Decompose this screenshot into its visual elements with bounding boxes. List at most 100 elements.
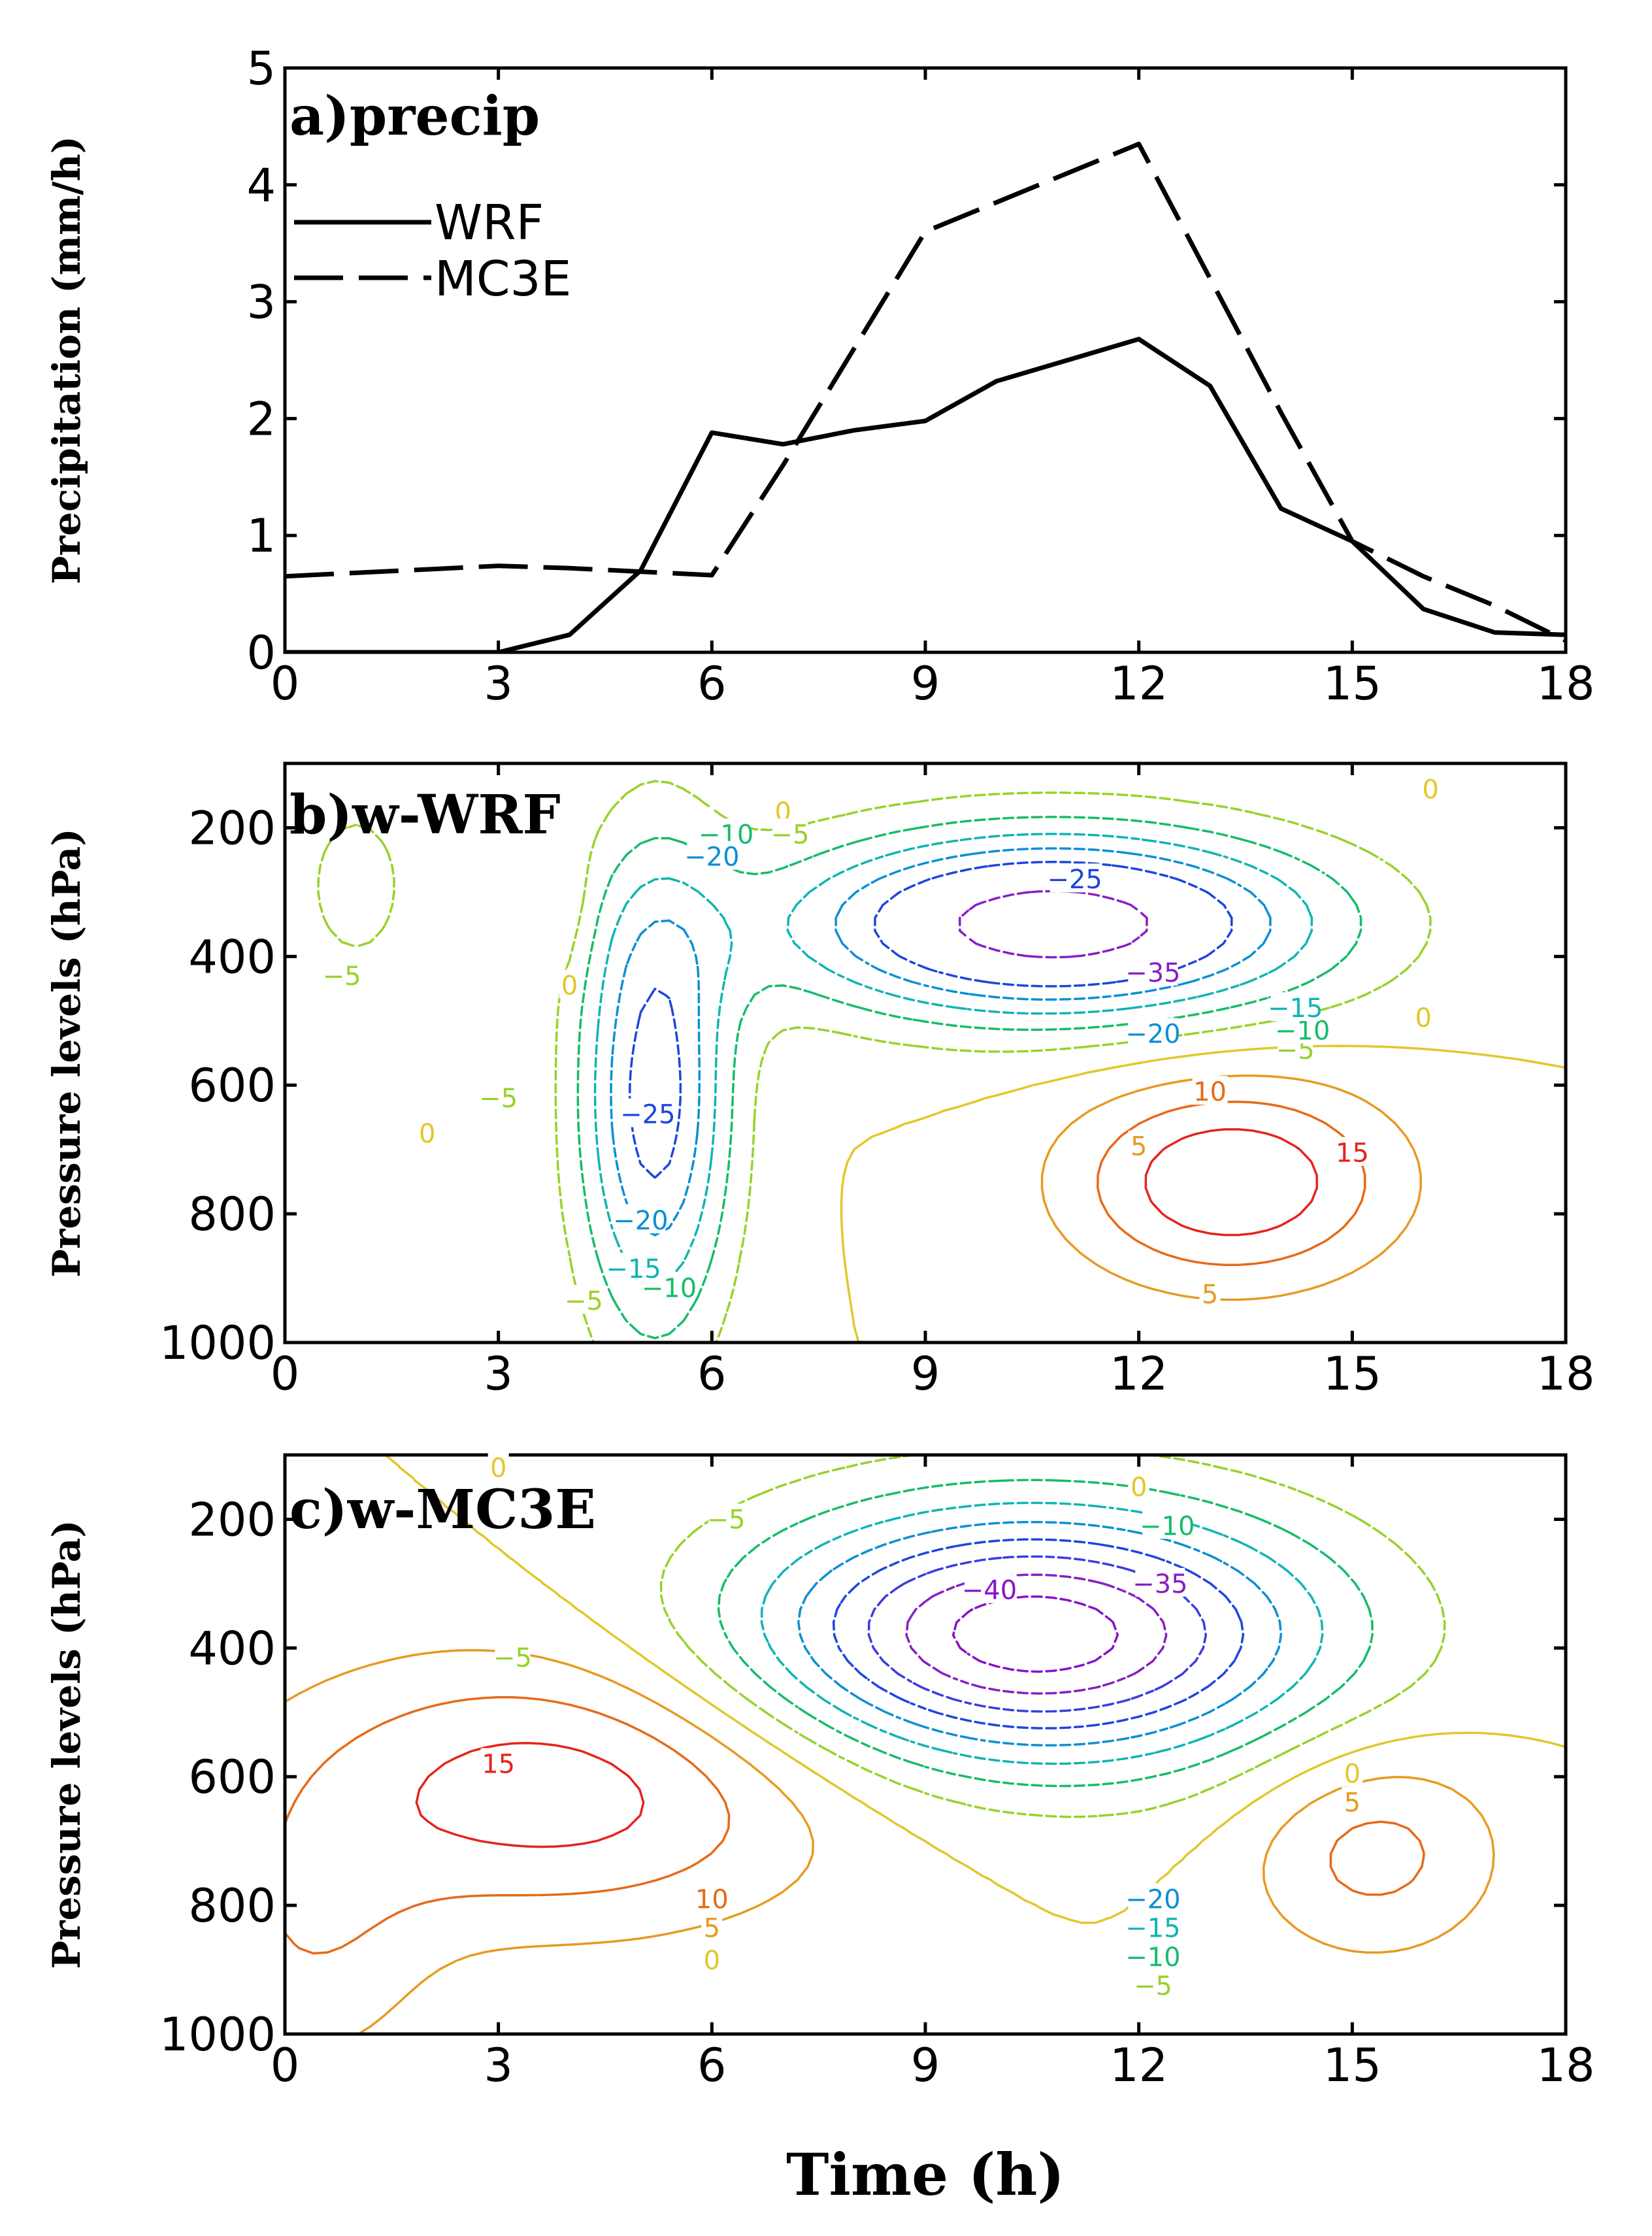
legend-mc3e-label: MC3E — [435, 251, 571, 307]
legend: WRF MC3E — [294, 195, 571, 307]
panel-a-xtick-label: 0 — [271, 657, 300, 710]
contour-label-bg — [1199, 1278, 1221, 1308]
contour-line-neg10 — [717, 1478, 1374, 1788]
legend-wrf-label: WRF — [435, 195, 544, 251]
panel-b-ytick-label: 800 — [188, 1188, 276, 1241]
panel-a-xtick-label: 18 — [1536, 657, 1594, 710]
panel-b-xtick-label: 3 — [484, 1347, 513, 1401]
contour-label: −35 — [1132, 1569, 1187, 1599]
contour-label: −20 — [1125, 1884, 1180, 1914]
contour-label-bg — [965, 1574, 1014, 1603]
contour-label-bg — [1128, 1883, 1178, 1912]
contour-label-bg — [772, 818, 808, 848]
panel-c-xtick-label: 6 — [697, 2039, 727, 2092]
contour-line-neg30 — [867, 1555, 1208, 1713]
contour-line-neg15 — [593, 833, 1313, 1286]
panel-c-frame — [283, 1453, 1568, 2036]
panel-c-ylabel: Pressure levels (hPa) — [44, 1520, 89, 1969]
panel-a-ytick-label: 3 — [246, 276, 276, 329]
contour-label: −15 — [606, 1254, 661, 1284]
contour-label-bg — [1192, 1076, 1228, 1105]
contour-label: −5 — [565, 1286, 603, 1316]
panel-c-xtick-label: 3 — [484, 2039, 513, 2092]
panel-c-xtick-label: 9 — [911, 2039, 940, 2092]
contour-label: −5 — [707, 1505, 746, 1535]
panel-b-title: b)w-WRF — [289, 784, 561, 846]
panel-c-ytick-label: 1000 — [159, 2008, 276, 2061]
contour-label: −15 — [1268, 993, 1323, 1024]
contour-label-bg — [1128, 1130, 1149, 1160]
contour-line-5 — [285, 1648, 1495, 2034]
contour-label: −10 — [1140, 1511, 1195, 1541]
contour-label: 0 — [1344, 1759, 1361, 1789]
figure-xlabel: Time (h) — [786, 2141, 1065, 2209]
panel-c-xtick-label: 15 — [1323, 2039, 1381, 2092]
contour-label-bg — [1413, 1001, 1434, 1031]
panel-b-ytick-label: 200 — [188, 801, 276, 855]
contour-label-bg — [324, 959, 360, 989]
contour-label-bg — [687, 841, 737, 870]
panel-b-xtick-label: 6 — [697, 1347, 727, 1401]
contour-line-5 — [1040, 1074, 1422, 1301]
contour-label: −20 — [613, 1206, 668, 1236]
contour-label: −20 — [1125, 1019, 1180, 1049]
contour-label-bg — [1334, 1137, 1370, 1166]
contour-line-neg5 — [317, 780, 1432, 1343]
contour-label: 10 — [695, 1884, 729, 1914]
panel-b-ytick-label: 600 — [188, 1059, 276, 1112]
panel-a-xtick-label: 3 — [484, 657, 513, 710]
contour-label: −15 — [1125, 1914, 1180, 1944]
contour-label-bg — [566, 1285, 602, 1314]
contour-label-bg — [1128, 1018, 1178, 1047]
contour-label-bg — [559, 969, 580, 999]
panel-c-title: c)w-MC3E — [289, 1478, 596, 1541]
contour-label-bg — [495, 1642, 531, 1671]
contour-line-neg20 — [610, 847, 1272, 1237]
contour-label-bg — [1128, 956, 1178, 986]
contour-label: −40 — [962, 1576, 1017, 1606]
contour-label-bg — [616, 1204, 666, 1233]
contour-label: 5 — [1131, 1132, 1147, 1162]
contour-label: 0 — [419, 1119, 435, 1149]
contour-label-bg — [1128, 1471, 1149, 1501]
series-line-mc3e — [285, 141, 1566, 643]
contour-label-bg — [608, 1252, 659, 1282]
panel-c-ytick-label: 200 — [188, 1493, 276, 1546]
panel-a-title: a)precip — [289, 85, 540, 148]
contour-label: −25 — [620, 1100, 675, 1130]
contour-label: −35 — [1125, 958, 1180, 988]
contour-label-bg — [1135, 1970, 1171, 1999]
contour-label-bg — [1342, 1758, 1363, 1787]
panel-a-ylabel: Precipitation (mm/h) — [44, 136, 89, 584]
contour-label-bg — [623, 1098, 673, 1127]
contour-label: 0 — [704, 1946, 720, 1976]
panel-c-xtick-label: 18 — [1536, 2039, 1594, 2092]
contour-label: 5 — [704, 1914, 720, 1944]
panel-a-xtick-label: 9 — [911, 657, 940, 710]
contour-label-bg — [694, 1883, 730, 1912]
panel-c-ytick-label: 400 — [188, 1622, 276, 1675]
panel-c-ytick-label: 800 — [188, 1879, 276, 1933]
contour-line-neg25 — [832, 1538, 1245, 1729]
panel-b-xtick-label: 18 — [1536, 1347, 1594, 1401]
contour-line-neg15 — [760, 1501, 1324, 1765]
panel-a-ytick-label: 5 — [246, 42, 276, 95]
contour-label: −10 — [1125, 1943, 1180, 1973]
contour-label-bg — [1135, 1567, 1185, 1597]
contour-label-bg — [1342, 1786, 1363, 1816]
panel-a-ytick-label: 4 — [246, 159, 276, 212]
contour-line-10 — [1097, 1100, 1366, 1266]
contour-label-bg — [416, 1118, 438, 1147]
contour-label-bg — [1142, 1510, 1193, 1539]
contour-label: −5 — [493, 1643, 532, 1673]
contour-label-bg — [480, 1082, 516, 1111]
panel-a-xtick-label: 6 — [697, 657, 727, 710]
panel-a-ytick-label: 1 — [246, 509, 276, 563]
contour-line-neg40 — [951, 1595, 1119, 1673]
contour-label: −5 — [479, 1084, 518, 1114]
contour-label-bg — [708, 1503, 744, 1533]
panel-b-xtick-label: 12 — [1110, 1347, 1168, 1401]
contour-label: −5 — [323, 961, 361, 992]
